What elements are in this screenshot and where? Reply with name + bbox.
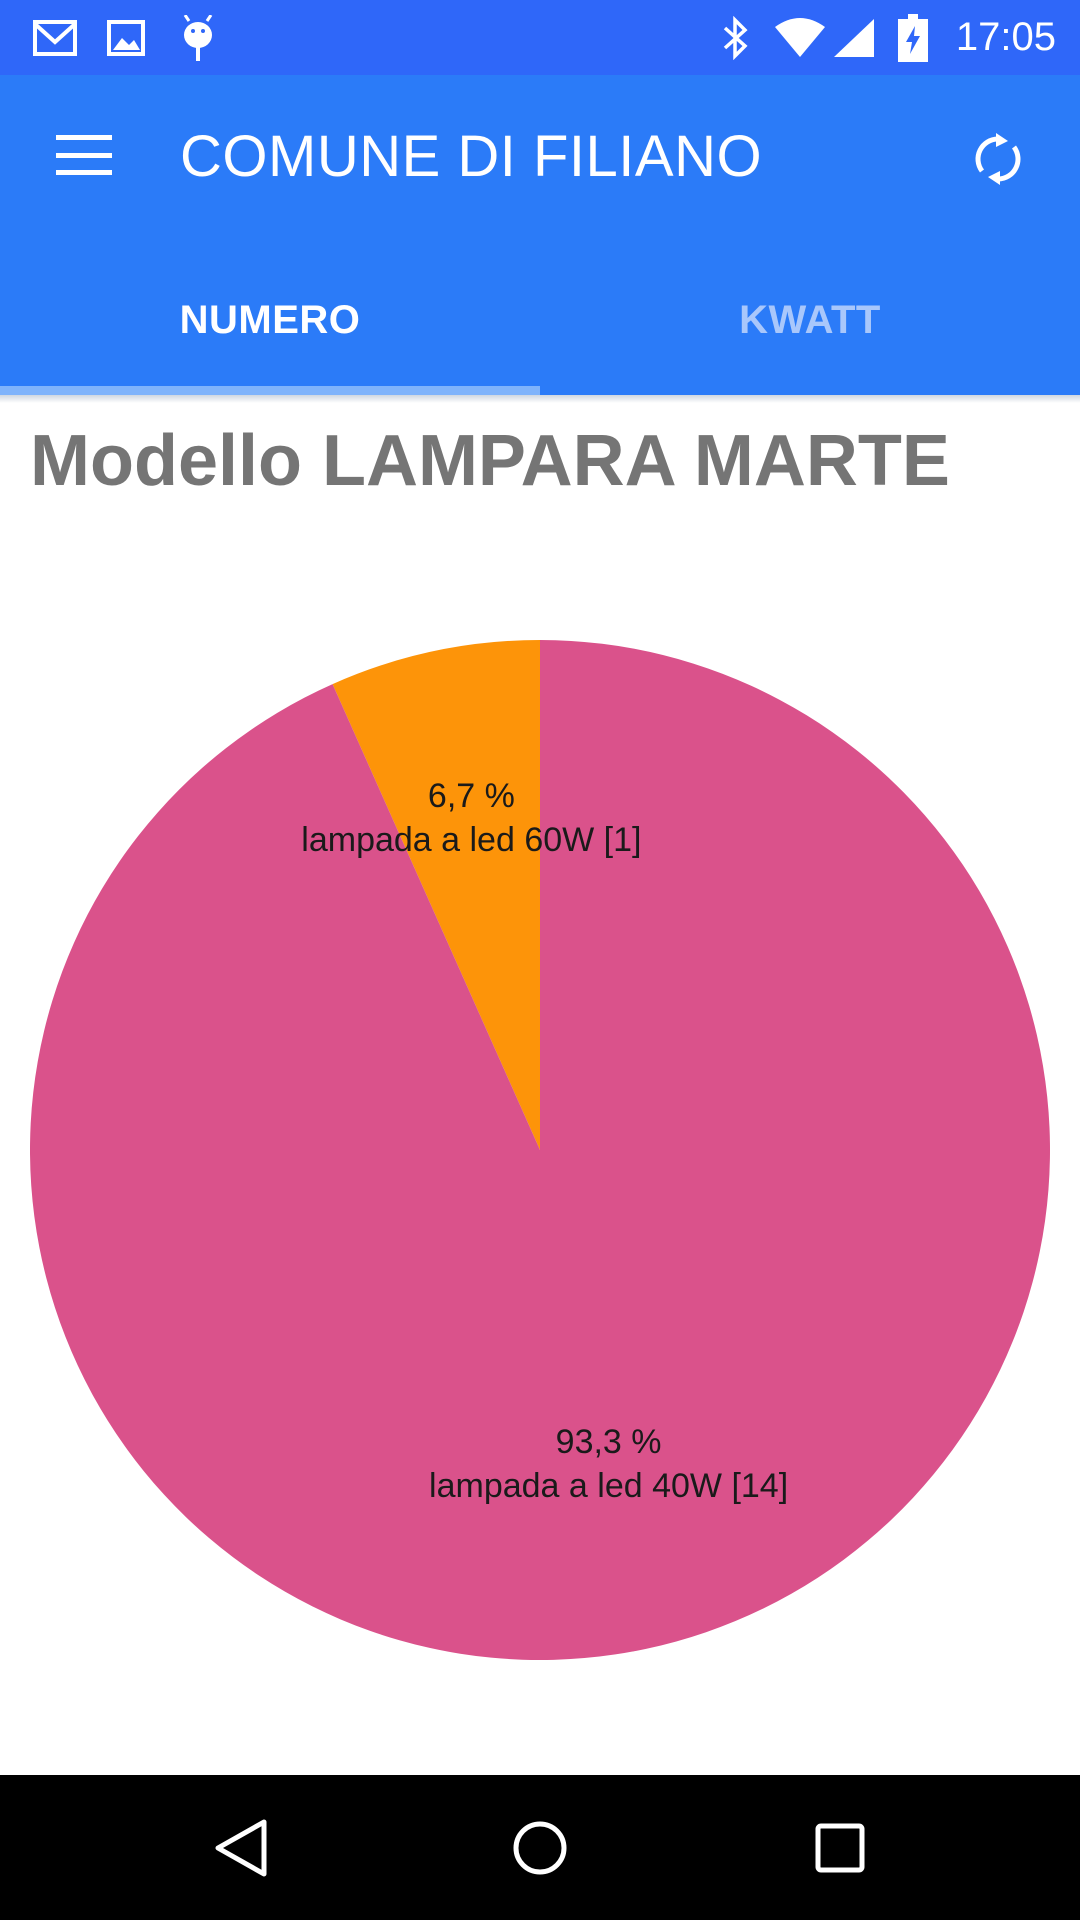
home-button[interactable] [470, 1775, 610, 1920]
app-title: COMUNE DI FILIANO [180, 124, 763, 189]
slice-percent-label: 6,7 % [428, 777, 515, 815]
gmail-icon [30, 0, 80, 75]
pie-slice [332, 640, 540, 1150]
navigation-bar [0, 1775, 1080, 1920]
wifi-icon [772, 0, 828, 75]
recents-button[interactable] [770, 1775, 910, 1920]
page-heading: Modello LAMPARA MARTE [30, 421, 950, 501]
slice-name-label: lampada a led 60W [1] [301, 821, 641, 859]
refresh-button[interactable] [954, 115, 1042, 203]
battery-charging-icon [896, 0, 930, 75]
back-button[interactable] [170, 1775, 310, 1920]
status-clock: 17:05 [955, 15, 1056, 59]
android-debug-icon [176, 0, 220, 75]
signal-icon [830, 0, 878, 75]
back-icon [215, 1819, 267, 1876]
menu-button[interactable] [40, 111, 128, 199]
hamburger-menu-icon [56, 135, 112, 175]
tab-shadow [0, 395, 1080, 403]
slice-percent-label: 93,3 % [556, 1423, 662, 1461]
tab-bar [0, 245, 1080, 395]
home-icon [513, 1821, 567, 1874]
status-bar: 17:05 [0, 0, 1080, 75]
bluetooth-icon [716, 0, 756, 75]
slice-name-label: lampada a led 40W [14] [429, 1467, 788, 1505]
recents-icon [815, 1823, 865, 1872]
image-icon [104, 0, 148, 75]
pie-chart: 6,7 % lampada a led 60W [1] 93,3 % lampada … [30, 640, 1050, 1660]
pie-slice [30, 640, 1050, 1660]
tab-indicator [0, 386, 540, 395]
tab-kwatt[interactable]: KWATT [739, 297, 881, 342]
refresh-icon [975, 133, 1021, 185]
tab-numero[interactable]: NUMERO [179, 297, 361, 342]
